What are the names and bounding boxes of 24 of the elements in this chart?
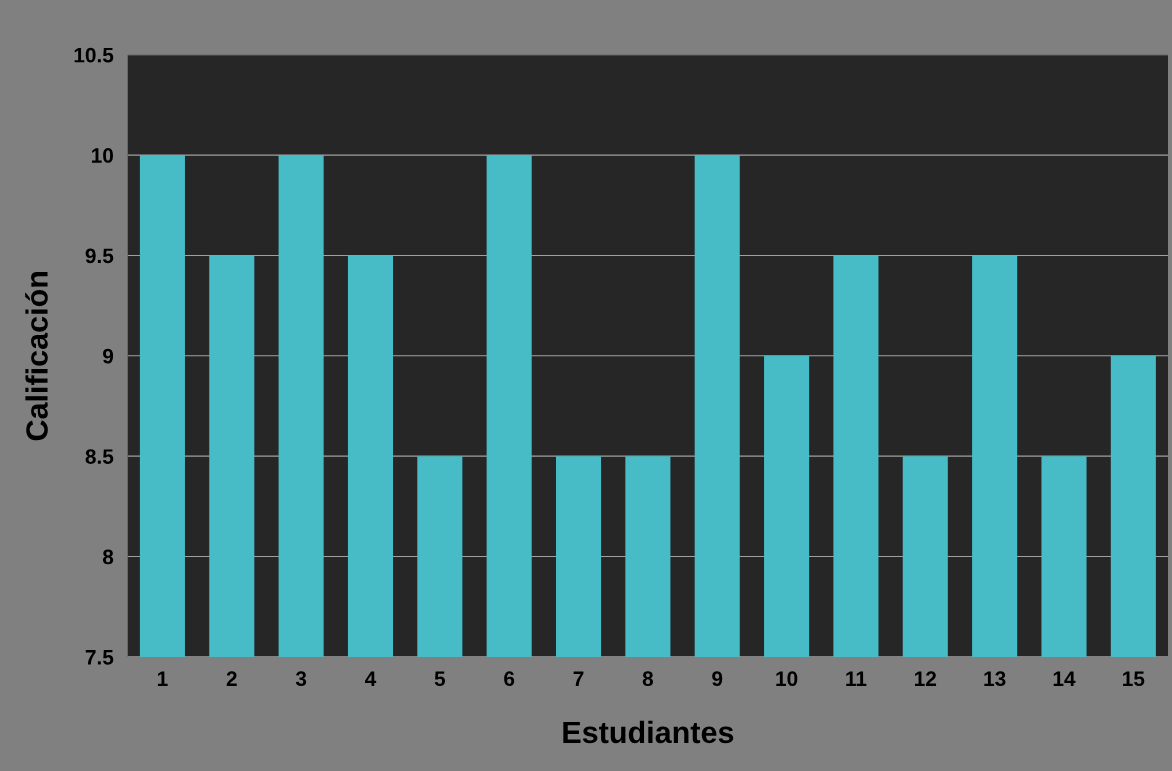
x-tick-label: 6 (504, 671, 515, 687)
x-tick-label: 3 (295, 671, 307, 687)
x-axis-title: Estudiantes (563, 720, 734, 744)
y-tick-label: 9 (103, 348, 114, 364)
x-tick-label: 11 (846, 671, 867, 686)
y-tick-label: 8 (102, 549, 114, 565)
x-tick-label: 4 (365, 671, 377, 686)
x-tick-label: 2 (226, 671, 237, 686)
y-tick-label: 10.5 (74, 47, 114, 63)
y-tick-label: 9.5 (85, 248, 114, 264)
x-tick-label: 13 (984, 671, 1006, 687)
x-tick-label: 10 (776, 671, 798, 687)
x-tick-label: 7 (573, 671, 584, 686)
x-tick-label: 14 (1053, 671, 1076, 686)
y-tick-label: 8.5 (85, 449, 114, 464)
x-tick-label: 1 (157, 671, 168, 686)
y-tick-label: 10 (92, 148, 114, 163)
y-axis-title: Calificación (25, 271, 48, 441)
x-tick-label: 8 (642, 671, 654, 687)
x-tick-label: 12 (915, 671, 937, 686)
x-tick-label: 15 (1123, 671, 1145, 687)
y-tick-label: 7.5 (85, 650, 114, 665)
x-tick-label: 5 (434, 671, 446, 687)
x-tick-label: 9 (712, 671, 723, 687)
